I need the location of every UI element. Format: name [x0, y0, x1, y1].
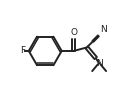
Text: N: N — [100, 25, 107, 34]
Text: N: N — [96, 59, 103, 68]
Text: F: F — [20, 46, 25, 55]
Text: O: O — [70, 28, 77, 37]
